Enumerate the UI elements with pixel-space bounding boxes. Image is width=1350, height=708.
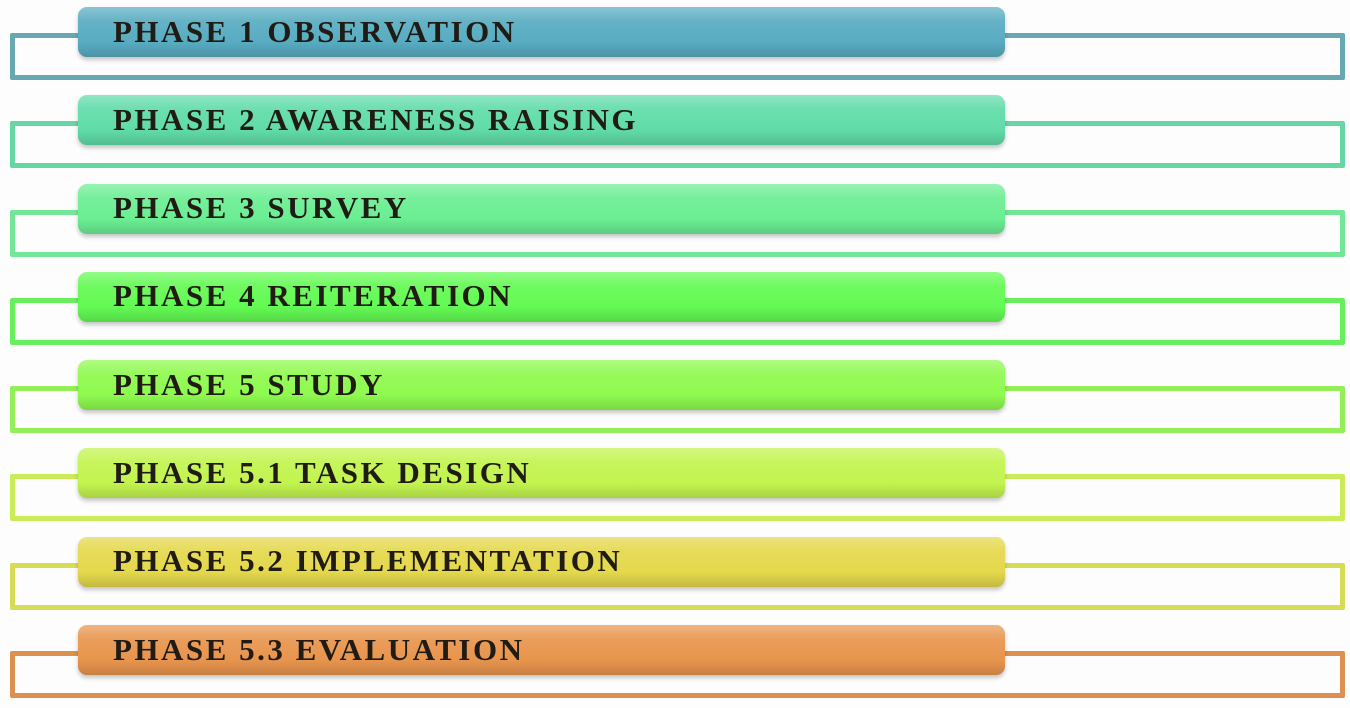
phase-bar: PHASE 5.2 IMPLEMENTATION — [78, 536, 1005, 587]
phase-bar: PHASE 4 REITERATION — [78, 271, 1005, 322]
phase-bar: PHASE 3 SURVEY — [78, 183, 1005, 234]
phase-row-2: PHASE 2 AWARENESS RAISING — [0, 88, 1350, 176]
phase-bar: PHASE 5 STUDY — [78, 360, 1005, 411]
phase-bar: PHASE 5.1 TASK DESIGN — [78, 448, 1005, 499]
phase-row-4: PHASE 4 REITERATION — [0, 265, 1350, 353]
phase-row-1: PHASE 1 OBSERVATION — [0, 0, 1350, 88]
phase-label: PHASE 5.3 EVALUATION — [113, 631, 525, 667]
phase-label: PHASE 1 OBSERVATION — [113, 13, 517, 49]
phase-bar: PHASE 5.3 EVALUATION — [78, 625, 1005, 676]
phase-bar: PHASE 2 AWARENESS RAISING — [78, 95, 1005, 146]
phase-label: PHASE 4 REITERATION — [113, 278, 514, 314]
phase-row-5: PHASE 5 STUDY — [0, 353, 1350, 441]
phase-row-3: PHASE 3 SURVEY — [0, 177, 1350, 265]
phase-label: PHASE 5.2 IMPLEMENTATION — [113, 543, 623, 579]
phase-bar: PHASE 1 OBSERVATION — [78, 7, 1005, 57]
phase-row-7: PHASE 5.2 IMPLEMENTATION — [0, 530, 1350, 618]
phase-row-6: PHASE 5.1 TASK DESIGN — [0, 441, 1350, 529]
phase-label: PHASE 2 AWARENESS RAISING — [113, 101, 639, 137]
phase-label: PHASE 3 SURVEY — [113, 190, 409, 226]
phase-label: PHASE 5.1 TASK DESIGN — [113, 454, 532, 490]
phase-label: PHASE 5 STUDY — [113, 366, 385, 402]
phase-row-8: PHASE 5.3 EVALUATION — [0, 618, 1350, 706]
